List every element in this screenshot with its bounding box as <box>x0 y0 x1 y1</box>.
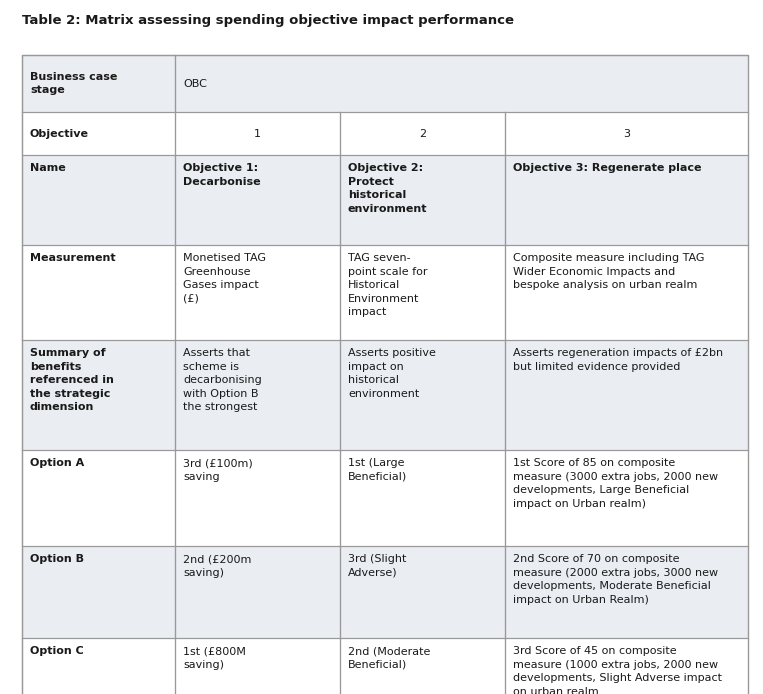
Text: Summary of
benefits
referenced in
the strategic
dimension: Summary of benefits referenced in the st… <box>30 348 114 412</box>
Text: Option A: Option A <box>30 458 84 468</box>
Text: 1st Score of 85 on composite
measure (3000 extra jobs, 2000 new
developments, La: 1st Score of 85 on composite measure (30… <box>513 458 718 509</box>
Text: 3rd (£100m)
saving: 3rd (£100m) saving <box>183 458 253 482</box>
Text: 2nd Score of 70 on composite
measure (2000 extra jobs, 3000 new
developments, Mo: 2nd Score of 70 on composite measure (20… <box>513 554 718 604</box>
Text: OBC: OBC <box>183 78 207 89</box>
Text: Option B: Option B <box>30 554 84 564</box>
Bar <box>22 638 748 694</box>
Text: 2nd (£200m
saving): 2nd (£200m saving) <box>183 554 251 577</box>
Text: Objective 1:
Decarbonise: Objective 1: Decarbonise <box>183 163 261 187</box>
Text: Objective: Objective <box>30 128 89 139</box>
Text: Objective 2:
Protect
historical
environment: Objective 2: Protect historical environm… <box>348 163 427 214</box>
Bar <box>22 450 748 546</box>
Text: 2: 2 <box>419 128 426 139</box>
Bar <box>22 155 748 245</box>
Text: Measurement: Measurement <box>30 253 116 263</box>
Text: 1st (Large
Beneficial): 1st (Large Beneficial) <box>348 458 407 482</box>
Bar <box>22 340 748 450</box>
Text: 3: 3 <box>623 128 630 139</box>
Text: 3rd (Slight
Adverse): 3rd (Slight Adverse) <box>348 554 407 577</box>
Text: 3rd Score of 45 on composite
measure (1000 extra jobs, 2000 new
developments, Sl: 3rd Score of 45 on composite measure (10… <box>513 646 722 694</box>
Text: 1st (£800M
saving): 1st (£800M saving) <box>183 646 246 670</box>
Text: Asserts regeneration impacts of £2bn
but limited evidence provided: Asserts regeneration impacts of £2bn but… <box>513 348 723 371</box>
Text: Option C: Option C <box>30 646 84 656</box>
Text: 1: 1 <box>254 128 261 139</box>
Text: Business case
stage: Business case stage <box>30 71 118 95</box>
Text: Composite measure including TAG
Wider Economic Impacts and
bespoke analysis on u: Composite measure including TAG Wider Ec… <box>513 253 704 290</box>
Text: Asserts that
scheme is
decarbonising
with Option B
the strongest: Asserts that scheme is decarbonising wit… <box>183 348 262 412</box>
Bar <box>22 546 748 638</box>
Text: Name: Name <box>30 163 66 173</box>
Text: Table 2: Matrix assessing spending objective impact performance: Table 2: Matrix assessing spending objec… <box>22 14 514 27</box>
Text: Asserts positive
impact on
historical
environment: Asserts positive impact on historical en… <box>348 348 436 399</box>
Text: Monetised TAG
Greenhouse
Gases impact
(£): Monetised TAG Greenhouse Gases impact (£… <box>183 253 266 304</box>
Text: 2nd (Moderate
Beneficial): 2nd (Moderate Beneficial) <box>348 646 430 670</box>
Bar <box>22 112 748 155</box>
Bar <box>22 245 748 340</box>
Bar <box>22 55 748 112</box>
Text: TAG seven-
point scale for
Historical
Environment
impact: TAG seven- point scale for Historical En… <box>348 253 427 317</box>
Text: Objective 3: Regenerate place: Objective 3: Regenerate place <box>513 163 701 173</box>
